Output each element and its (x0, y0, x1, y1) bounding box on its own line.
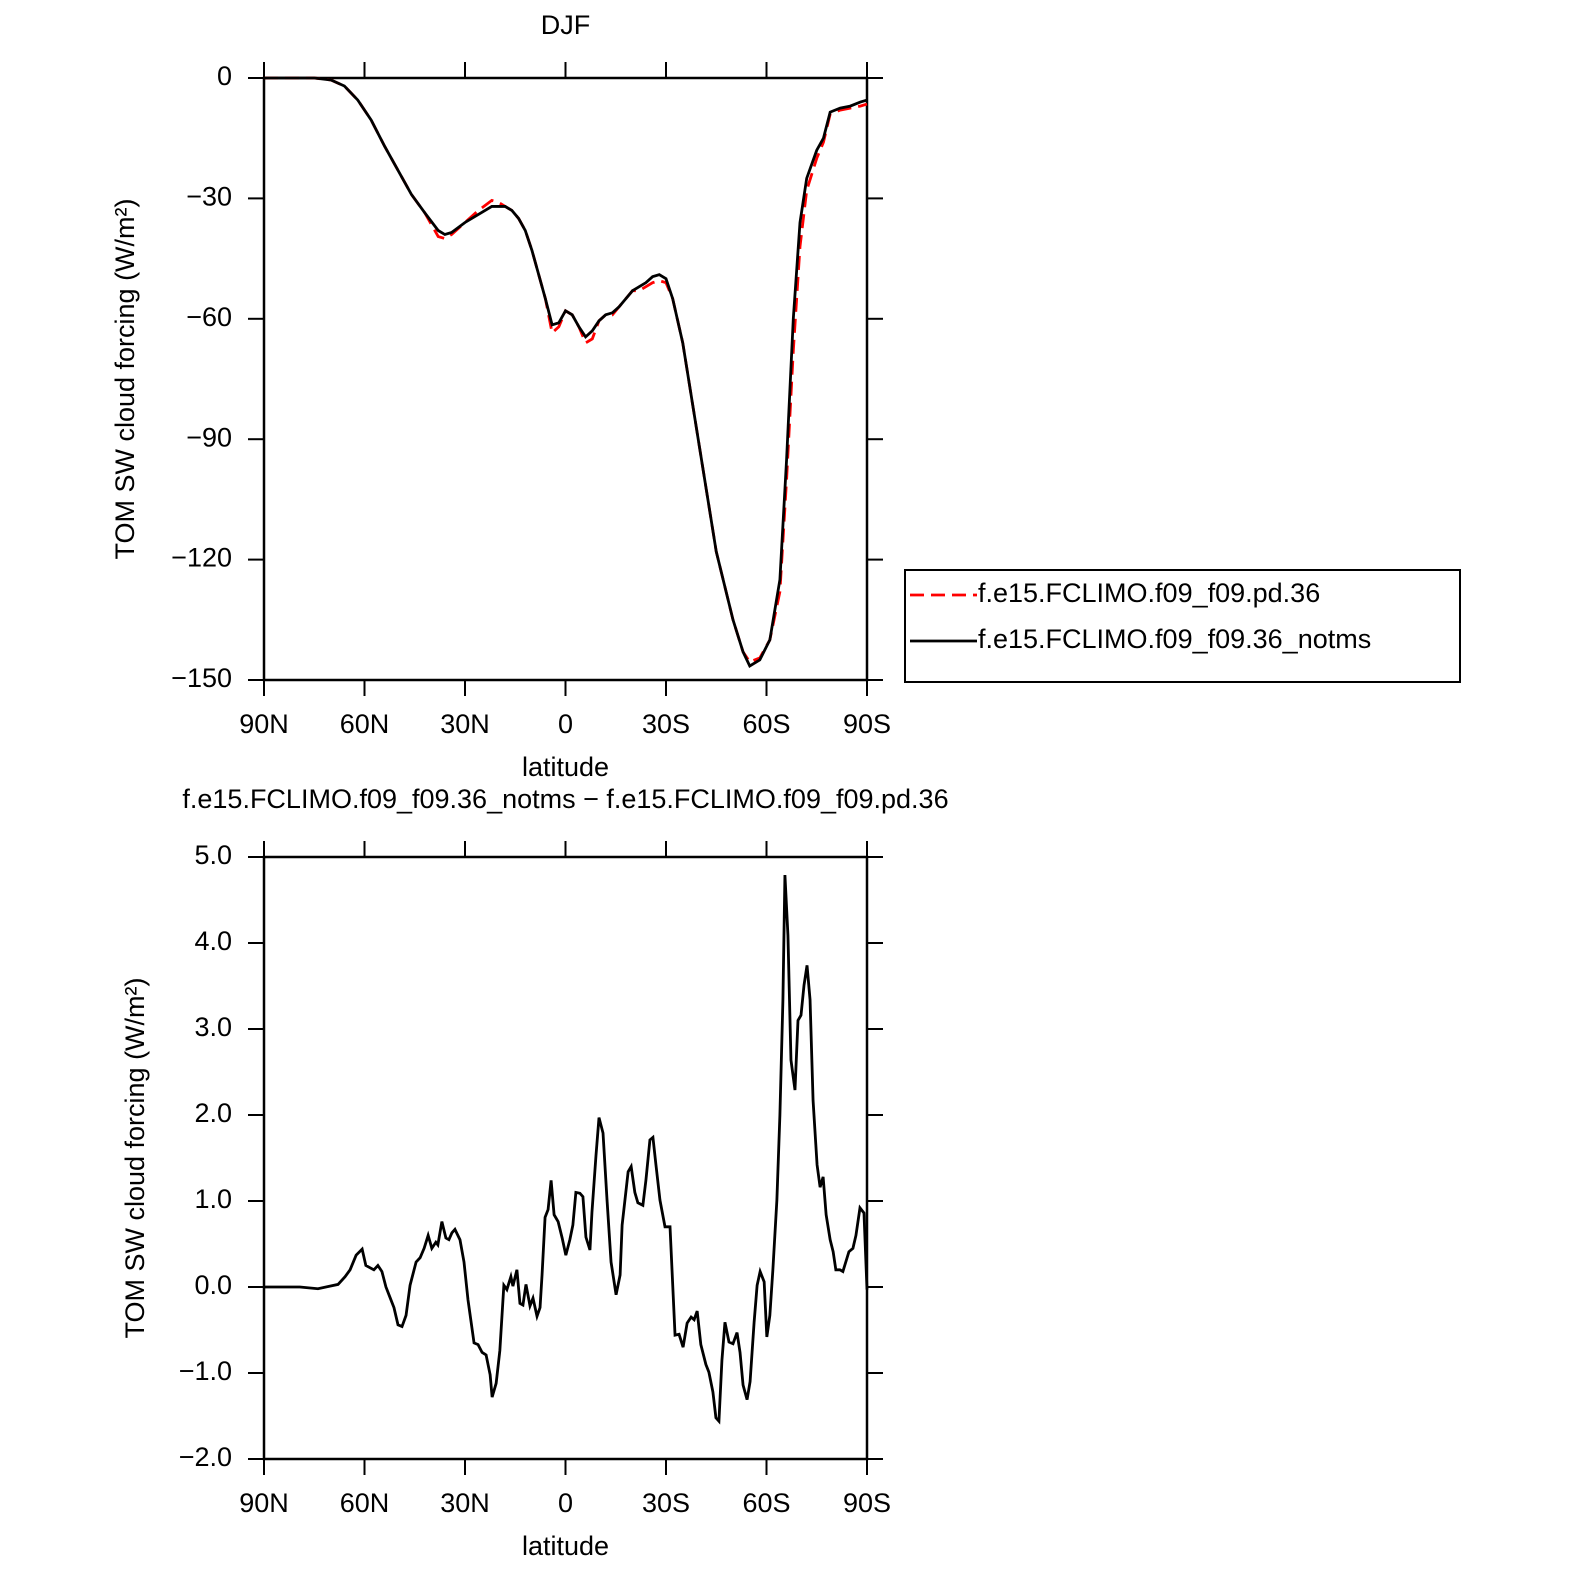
y-axis-label: TOM SW cloud forcing (W/m²) (120, 977, 150, 1338)
x-axis-label: latitude (522, 1531, 609, 1561)
x-tick-label: 60N (340, 1488, 390, 1518)
x-tick-label: 60S (742, 709, 790, 739)
x-tick-label: 30N (440, 1488, 490, 1518)
plot-frame (262, 855, 869, 1461)
data-line (264, 76, 868, 664)
x-tick-label: 30S (642, 1488, 690, 1518)
y-tick-label: −2.0 (179, 1442, 232, 1472)
x-tick-label: 30N (440, 709, 490, 739)
plot-frame (262, 76, 869, 682)
x-tick-label: 30S (642, 709, 690, 739)
data-line (264, 76, 868, 668)
y-axis-label: TOM SW cloud forcing (W/m²) (110, 198, 140, 559)
y-tick-label: 3.0 (194, 1012, 232, 1042)
y-tick-label: −150 (171, 663, 232, 693)
y-tick-label: 0.0 (194, 1270, 232, 1300)
y-tick-label: 0 (217, 61, 232, 91)
chart-title: DJF (541, 10, 591, 40)
y-tick-label: −90 (186, 422, 232, 452)
chart-title: f.e15.FCLIMO.f09_f09.36_notms − f.e15.FC… (182, 784, 948, 814)
x-tick-label: 90N (239, 709, 289, 739)
legend-label: f.e15.FCLIMO.f09_f09.pd.36 (978, 578, 1320, 608)
x-tick-label: 0 (558, 1488, 573, 1518)
legend-box (904, 569, 1461, 683)
y-tick-label: −1.0 (179, 1356, 232, 1386)
x-tick-label: 0 (558, 709, 573, 739)
y-tick-label: 5.0 (194, 840, 232, 870)
legend-label: f.e15.FCLIMO.f09_f09.36_notms (978, 624, 1371, 654)
x-tick-label: 90S (843, 709, 891, 739)
data-line (264, 874, 869, 1425)
x-tick-label: 60S (742, 1488, 790, 1518)
x-tick-label: 60N (340, 709, 390, 739)
y-tick-label: 2.0 (194, 1098, 232, 1128)
x-axis-label: latitude (522, 752, 609, 782)
y-tick-label: 4.0 (194, 926, 232, 956)
x-tick-label: 90N (239, 1488, 289, 1518)
x-tick-label: 90S (843, 1488, 891, 1518)
y-tick-label: −120 (171, 543, 232, 573)
y-tick-label: 1.0 (194, 1184, 232, 1214)
y-tick-label: −30 (186, 182, 232, 212)
y-tick-label: −60 (186, 302, 232, 332)
